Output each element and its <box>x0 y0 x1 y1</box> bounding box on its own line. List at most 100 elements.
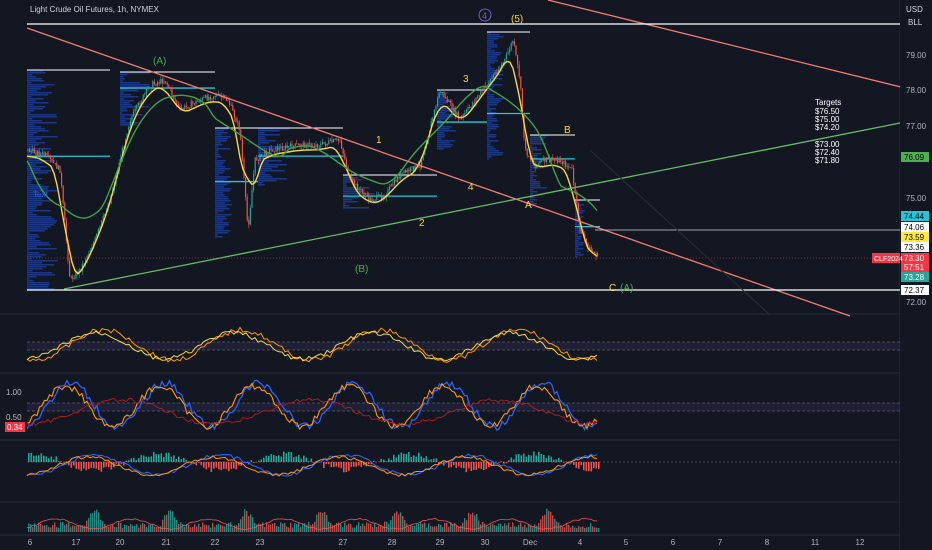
currency-label[interactable]: USD <box>906 5 923 14</box>
volume-bar <box>298 522 300 532</box>
candle-body <box>589 247 591 249</box>
volume-bar <box>150 524 152 532</box>
volume-bar <box>90 513 92 532</box>
price-axis[interactable]: 79.00 78.00 77.00 75.00 72.00 76.09 74.44 74.06… <box>872 51 929 307</box>
volume-bar <box>368 523 370 532</box>
volume-profile-bar <box>487 134 497 136</box>
macd-hist-bar <box>213 462 215 469</box>
volume-bar <box>38 522 40 532</box>
candle-body <box>88 253 90 256</box>
volume-bar <box>94 510 96 532</box>
volume-profile-bar <box>487 142 491 144</box>
volume-bar <box>210 527 212 532</box>
volume-bar <box>212 522 214 532</box>
volume-bar <box>382 526 384 532</box>
volume-profile-bar <box>437 144 453 146</box>
macd-hist-bar <box>505 462 508 464</box>
volume-profile-bar <box>343 185 347 187</box>
volume-profile-bar <box>215 132 229 134</box>
candle-body <box>243 159 245 178</box>
macd-hist-bar <box>383 459 385 462</box>
volume-profile-bar <box>575 246 579 248</box>
candle-body <box>406 169 408 173</box>
time-tick: 22 <box>211 538 220 547</box>
candle-body <box>179 105 181 108</box>
trendline-red-main[interactable] <box>26 27 851 317</box>
volume-profile-bar <box>120 118 136 120</box>
candle-body <box>221 96 223 98</box>
volume-profile-bar <box>27 196 44 198</box>
candle-body <box>32 148 34 152</box>
trendline-red-upper[interactable] <box>547 0 906 89</box>
volume-bar <box>76 526 78 532</box>
volume-bar <box>48 526 50 532</box>
trendline-green[interactable] <box>63 122 901 290</box>
volume-bar <box>546 508 548 532</box>
volume-bar <box>300 526 302 532</box>
volume-profile-bar <box>487 146 494 148</box>
macd-hist-bar <box>248 462 250 465</box>
volume-bar <box>260 524 262 532</box>
volume-bar <box>564 527 566 532</box>
macd-hist-bar <box>215 462 218 468</box>
volume-bar <box>536 525 538 532</box>
volume-bar <box>432 526 434 532</box>
volume-profile-bar <box>215 170 225 172</box>
volume-profile-bar <box>258 182 263 184</box>
candle-body <box>289 143 291 147</box>
volume-bar <box>572 525 574 532</box>
volume-profile-bar <box>487 150 500 152</box>
volume-profile-bar <box>487 50 495 52</box>
volume-bar <box>110 525 112 532</box>
candle-body <box>181 107 183 109</box>
macd-hist-bar <box>185 459 188 462</box>
macd-hist-bar <box>465 462 468 473</box>
volume-profile-bar <box>258 162 270 164</box>
volume-bar <box>400 512 402 532</box>
symbol-title[interactable]: Light Crude Oil Futures, 1h, NYMEX <box>30 5 159 14</box>
volume-profile-bar <box>487 102 499 104</box>
candle-body <box>73 278 75 280</box>
volume-profile-bar <box>215 236 223 238</box>
volume-bar <box>140 524 142 532</box>
macd-hist-bar <box>393 454 395 462</box>
time-tick: 6 <box>28 538 33 547</box>
macd-hist-bar <box>100 462 103 472</box>
volume-profile-bar <box>27 80 44 82</box>
volume-profile-bar <box>530 151 533 153</box>
volume-profile-bar <box>215 226 225 228</box>
candle-body <box>393 179 395 186</box>
candle-body <box>366 194 368 196</box>
volume-profile-bar <box>27 276 37 278</box>
volume-profile-bar <box>120 106 149 108</box>
candle-body <box>61 172 63 186</box>
volume-profile-bar <box>215 160 227 162</box>
macd-hist-bar <box>380 458 383 462</box>
volume-bar <box>326 514 328 532</box>
volume-profile-bar <box>258 148 276 150</box>
volume-bar <box>30 524 32 532</box>
unit-label[interactable]: BLL <box>908 18 923 27</box>
candle-body <box>203 97 205 99</box>
macd-hist-bar <box>103 462 105 468</box>
volume-profile-bar <box>27 72 46 74</box>
candle-body <box>51 158 53 161</box>
candle-body <box>475 97 477 103</box>
macd-hist-bar <box>200 462 203 466</box>
macd-hist-bar <box>235 462 238 470</box>
macd-hist-bar <box>355 462 358 467</box>
candle-body <box>128 126 130 134</box>
macd-hist-bar <box>470 462 473 472</box>
macd-hist-bar <box>218 462 220 470</box>
macd-hist-bar <box>513 459 515 462</box>
volume-profile-bar <box>27 202 43 204</box>
macd-hist-bar <box>523 453 525 462</box>
time-axis[interactable]: 6 17 20 21 22 23 27 28 29 30 Dec 4 5 6 7 8 11 12 <box>28 538 865 547</box>
volume-bar <box>560 525 562 532</box>
candle-body <box>232 105 234 111</box>
volume-profile-bar <box>27 122 57 124</box>
candle-body <box>57 165 59 170</box>
macd-hist-bar <box>138 458 140 462</box>
macd-hist-bar <box>168 452 170 462</box>
